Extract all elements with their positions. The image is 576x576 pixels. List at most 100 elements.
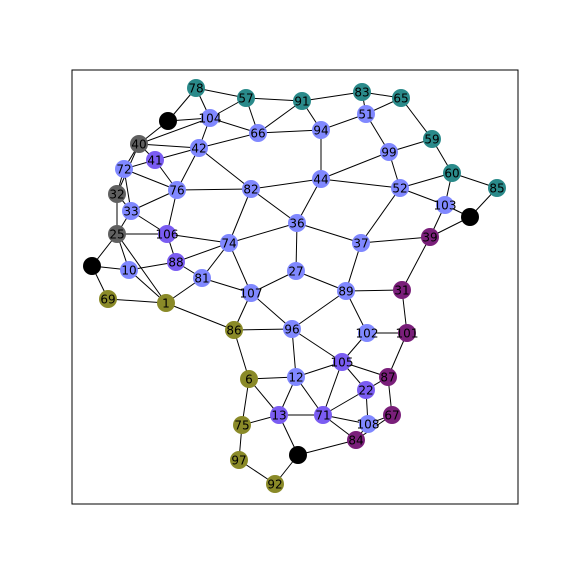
node-label: 41: [147, 154, 162, 168]
node-87: 87: [379, 368, 397, 386]
node-label: 107: [240, 287, 263, 301]
node-22: 22: [357, 381, 375, 399]
node-label: 96: [284, 323, 299, 337]
node-circle: [146, 151, 164, 169]
node-label: 78: [188, 82, 203, 96]
edge-82-44: [250, 178, 322, 190]
node-label: 52: [392, 182, 407, 196]
edge-25-1: [116, 233, 167, 304]
edge-89-96: [291, 290, 347, 330]
node-label: 89: [338, 285, 353, 299]
node-circle: [352, 234, 370, 252]
node-circle: [240, 370, 258, 388]
node-92: 92: [266, 475, 284, 493]
node-label: 69: [100, 293, 115, 307]
node-60: 60: [443, 164, 461, 182]
node-101: 101: [396, 324, 418, 342]
node-circle: [392, 89, 410, 107]
edge-74-88: [175, 242, 230, 263]
node-label: 13: [271, 409, 286, 423]
node-b4: [289, 446, 307, 464]
node-label: 97: [231, 454, 246, 468]
edge-1-86: [165, 302, 235, 331]
edge-36-74: [228, 222, 298, 244]
node-105: 105: [331, 353, 353, 371]
node-74: 74: [220, 234, 238, 252]
edge-66-42: [198, 132, 259, 149]
node-label: 71: [315, 409, 330, 423]
node-label: 87: [380, 371, 395, 385]
node-52: 52: [391, 179, 409, 197]
edge-52-37: [360, 187, 401, 244]
node-label: 86: [226, 324, 241, 338]
node-circle: [293, 92, 311, 110]
node-label: 42: [191, 142, 206, 156]
edge-107-96: [250, 292, 293, 330]
node-104: 104: [199, 109, 222, 127]
node-circle: [249, 124, 267, 142]
node-39: 39: [421, 228, 439, 246]
node-label: 66: [250, 127, 265, 141]
edge-layer: [91, 87, 498, 485]
node-label: 81: [194, 272, 209, 286]
node-103: 103: [434, 196, 457, 214]
node-69: 69: [99, 290, 117, 308]
node-33: 33: [122, 202, 140, 220]
node-circle: [287, 368, 305, 386]
node-36: 36: [288, 214, 306, 232]
node-label: 25: [109, 228, 124, 242]
node-label: 6: [245, 373, 253, 387]
node-circle: [187, 79, 205, 97]
node-83: 83: [353, 83, 371, 101]
node-b2: [461, 208, 479, 226]
edge-57-91: [245, 97, 303, 102]
node-12: 12: [287, 368, 305, 386]
node-label: 91: [294, 95, 309, 109]
node-label: 74: [221, 237, 236, 251]
node-circle: [380, 143, 398, 161]
edge-42-40: [138, 143, 200, 149]
node-circle: [270, 406, 288, 424]
node-b3: [83, 257, 101, 275]
node-13: 13: [270, 406, 288, 424]
node-label: 76: [169, 184, 184, 198]
edge-37-39: [360, 236, 431, 244]
node-label: 103: [434, 199, 457, 213]
node-label: 67: [384, 409, 399, 423]
node-circle: [443, 164, 461, 182]
node-circle: [398, 324, 416, 342]
node-1: 1: [157, 294, 175, 312]
node-circle: [158, 225, 176, 243]
node-circle: [488, 179, 506, 197]
edge-39-31: [401, 236, 431, 291]
edge-66-94: [257, 129, 322, 134]
edge-42-82: [198, 147, 252, 190]
node-label: 33: [123, 205, 138, 219]
node-circle: [461, 208, 479, 226]
node-circle: [283, 320, 301, 338]
node-25: 25: [108, 225, 126, 243]
node-label: 104: [199, 112, 222, 126]
node-label: 57: [238, 92, 253, 106]
node-circle: [383, 406, 401, 424]
node-circle: [99, 290, 117, 308]
node-label: 108: [357, 418, 380, 432]
node-97: 97: [230, 451, 248, 469]
node-66: 66: [249, 124, 267, 142]
edge-86-96: [233, 328, 293, 331]
node-86: 86: [225, 321, 243, 339]
node-32: 32: [108, 185, 126, 203]
node-circle: [358, 324, 376, 342]
node-label: 72: [116, 163, 131, 177]
node-circle: [379, 368, 397, 386]
node-94: 94: [312, 121, 330, 139]
node-44: 44: [312, 170, 330, 188]
node-82: 82: [242, 180, 260, 198]
node-label: 82: [243, 183, 258, 197]
node-circle: [157, 294, 175, 312]
node-circle: [337, 282, 355, 300]
edge-104-40: [138, 117, 211, 145]
node-label: 22: [358, 384, 373, 398]
node-59: 59: [423, 130, 441, 148]
